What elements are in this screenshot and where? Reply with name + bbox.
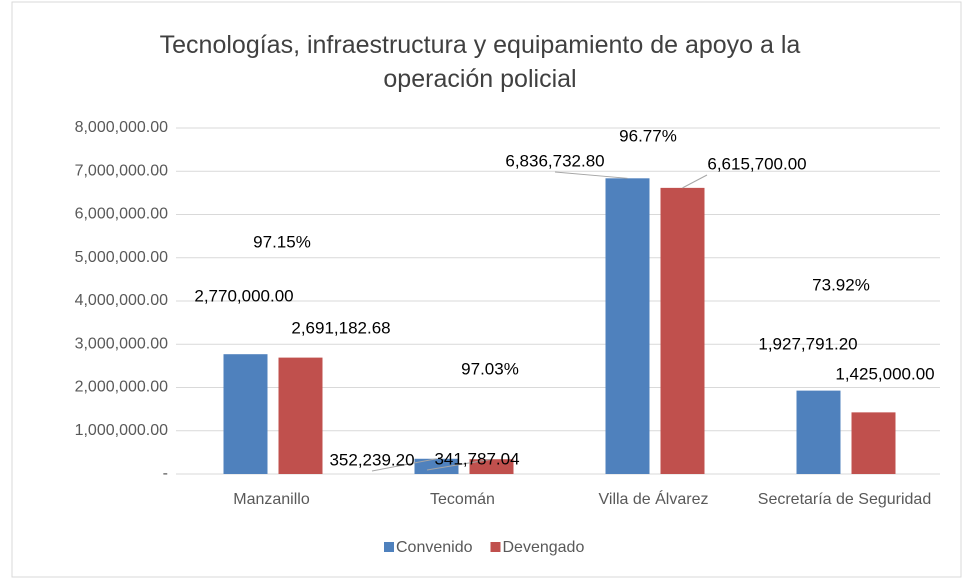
legend-swatch bbox=[490, 542, 501, 552]
data-label: 1,425,000.00 bbox=[835, 364, 934, 383]
x-tick-label: Secretaría de Seguridad bbox=[758, 491, 931, 508]
y-tick-label: 6,000,000.00 bbox=[75, 206, 169, 223]
bar bbox=[796, 390, 841, 474]
y-tick-label: 4,000,000.00 bbox=[75, 292, 169, 309]
x-tick-label: Tecomán bbox=[430, 491, 495, 508]
data-label: 6,836,732.80 bbox=[505, 151, 604, 170]
bar bbox=[660, 187, 705, 474]
leader-line bbox=[682, 174, 708, 189]
y-tick-label: 8,000,000.00 bbox=[75, 119, 169, 136]
annotation: 96.77% bbox=[619, 126, 677, 145]
bar bbox=[278, 357, 323, 474]
legend-label: Devengado bbox=[503, 539, 585, 556]
annotation: 97.15% bbox=[253, 232, 311, 251]
annotation: 73.92% bbox=[812, 275, 870, 294]
bar bbox=[851, 412, 896, 474]
y-tick-label: 2,000,000.00 bbox=[75, 379, 169, 396]
leader-line bbox=[426, 458, 492, 471]
legend-label: Convenido bbox=[396, 539, 473, 556]
data-label: 1,927,791.20 bbox=[758, 334, 857, 353]
annotation: 97.03% bbox=[461, 359, 519, 378]
x-tick-label: Manzanillo bbox=[233, 491, 310, 508]
bar bbox=[605, 178, 650, 474]
y-tick-label: - bbox=[163, 465, 168, 482]
bar bbox=[469, 459, 514, 474]
y-tick-label: 1,000,000.00 bbox=[75, 422, 169, 439]
chart-border bbox=[11, 1, 962, 578]
data-label: 2,770,000.00 bbox=[194, 286, 293, 305]
y-tick-label: 3,000,000.00 bbox=[75, 335, 169, 352]
leader-line bbox=[371, 458, 437, 472]
data-label: 352,239.20 bbox=[329, 450, 414, 469]
legend-swatch bbox=[384, 542, 394, 552]
y-tick-label: 7,000,000.00 bbox=[75, 162, 169, 179]
bar bbox=[223, 354, 268, 474]
data-label: 341,787.04 bbox=[434, 449, 519, 468]
bar bbox=[414, 458, 459, 474]
x-tick-label: Villa de Álvarez bbox=[599, 489, 709, 508]
leader-line bbox=[554, 171, 628, 179]
data-label: 2,691,182.68 bbox=[291, 318, 390, 337]
chart-title: Tecnologías, infraestructura y equipamie… bbox=[159, 31, 801, 93]
data-label: 6,615,700.00 bbox=[707, 154, 806, 173]
y-tick-label: 5,000,000.00 bbox=[75, 249, 169, 266]
